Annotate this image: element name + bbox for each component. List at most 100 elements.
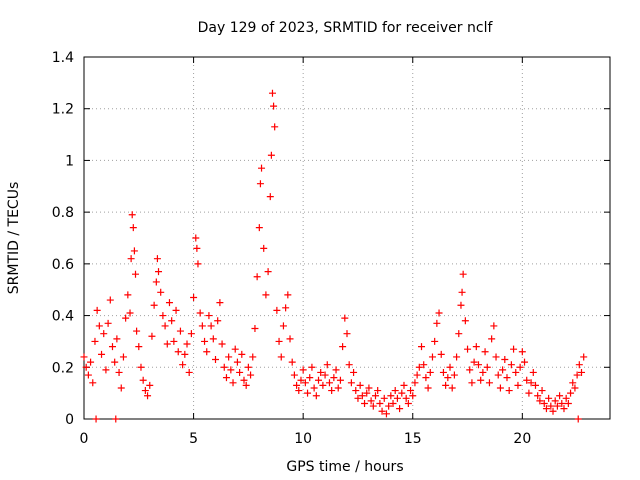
data-point xyxy=(529,368,537,376)
data-point xyxy=(336,376,344,384)
data-point xyxy=(282,304,290,312)
data-point xyxy=(415,363,423,371)
data-point xyxy=(268,89,276,97)
data-point xyxy=(433,319,441,327)
data-point xyxy=(428,353,436,361)
data-point xyxy=(488,335,496,343)
data-point xyxy=(490,322,498,330)
data-point xyxy=(380,394,388,402)
data-point xyxy=(547,402,555,410)
data-point xyxy=(108,343,116,351)
data-point xyxy=(518,348,526,356)
data-point xyxy=(347,379,355,387)
data-point xyxy=(205,312,213,320)
data-point xyxy=(578,368,586,376)
data-point xyxy=(312,392,320,400)
data-point xyxy=(288,358,296,366)
data-point xyxy=(562,394,570,402)
x-tick-label: 15 xyxy=(404,431,422,447)
data-point xyxy=(501,356,509,364)
data-point xyxy=(426,368,434,376)
data-point xyxy=(174,348,182,356)
data-point xyxy=(580,353,588,361)
data-point xyxy=(270,102,278,110)
data-point xyxy=(201,337,209,345)
data-point xyxy=(328,387,336,395)
data-point xyxy=(273,306,281,314)
data-point xyxy=(398,389,406,397)
data-point xyxy=(137,363,145,371)
data-point xyxy=(435,309,443,317)
data-point xyxy=(571,384,579,392)
data-point xyxy=(229,379,237,387)
data-point xyxy=(538,387,546,395)
data-point xyxy=(516,363,524,371)
data-point xyxy=(132,270,140,278)
data-point xyxy=(301,379,309,387)
data-point xyxy=(396,405,404,413)
data-point xyxy=(468,379,476,387)
data-point xyxy=(376,399,384,407)
data-point xyxy=(514,381,522,389)
data-point xyxy=(91,337,99,345)
data-point xyxy=(155,268,163,276)
data-point xyxy=(525,389,533,397)
data-point xyxy=(170,337,178,345)
data-point xyxy=(128,211,136,219)
data-point xyxy=(253,273,261,281)
data-point xyxy=(157,288,165,296)
data-point xyxy=(527,379,535,387)
data-point xyxy=(286,335,294,343)
data-point xyxy=(216,299,224,307)
data-point xyxy=(181,350,189,358)
data-point xyxy=(553,402,561,410)
data-point xyxy=(542,405,550,413)
data-point xyxy=(144,392,152,400)
data-point xyxy=(310,384,318,392)
data-point xyxy=(113,335,121,343)
data-point xyxy=(133,327,141,335)
data-point xyxy=(159,312,167,320)
data-point xyxy=(378,407,386,415)
data-point xyxy=(172,306,180,314)
data-point xyxy=(567,389,575,397)
data-point xyxy=(418,343,426,351)
data-point xyxy=(464,345,472,353)
data-point xyxy=(457,301,465,309)
data-point xyxy=(284,291,292,299)
data-points xyxy=(80,89,588,423)
data-point xyxy=(442,381,450,389)
data-point xyxy=(411,379,419,387)
data-point xyxy=(236,368,244,376)
data-point xyxy=(439,368,447,376)
data-point xyxy=(365,384,373,392)
data-point xyxy=(551,397,559,405)
data-point xyxy=(319,381,327,389)
data-point xyxy=(413,371,421,379)
data-point xyxy=(247,371,255,379)
y-tick-label: 0 xyxy=(65,412,74,428)
data-point xyxy=(262,291,270,299)
data-point xyxy=(455,330,463,338)
data-point xyxy=(194,260,202,268)
data-point xyxy=(350,368,358,376)
data-point xyxy=(225,353,233,361)
data-point xyxy=(317,368,325,376)
data-point xyxy=(481,348,489,356)
data-point xyxy=(332,366,340,374)
data-point xyxy=(352,387,360,395)
data-point xyxy=(93,306,101,314)
data-point xyxy=(153,255,161,263)
data-point xyxy=(249,353,257,361)
x-tick-label: 5 xyxy=(189,431,198,447)
data-point xyxy=(231,345,239,353)
y-tick-label: 0.6 xyxy=(52,257,74,273)
data-point xyxy=(325,379,333,387)
data-point xyxy=(437,350,445,358)
data-point xyxy=(135,343,143,351)
data-point xyxy=(80,353,88,361)
data-point xyxy=(277,353,285,361)
data-point xyxy=(393,394,401,402)
data-point xyxy=(444,374,452,382)
